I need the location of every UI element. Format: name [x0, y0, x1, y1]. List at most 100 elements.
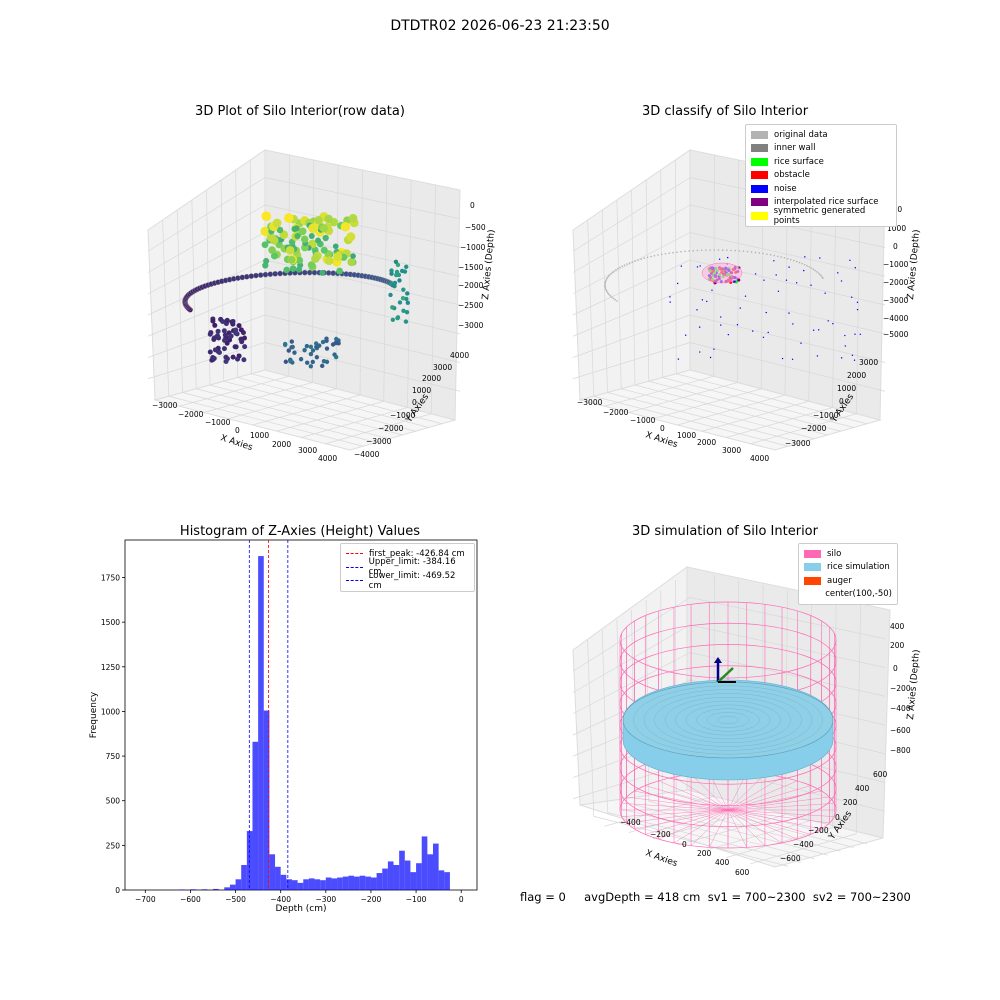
histogram-bar — [354, 876, 360, 890]
point — [301, 269, 308, 276]
point — [795, 282, 798, 284]
histogram-bar — [382, 868, 388, 890]
silo-spoke — [727, 809, 783, 844]
legend-swatch — [804, 549, 821, 558]
point — [218, 316, 224, 322]
legend-swatch — [804, 563, 821, 572]
point — [333, 252, 343, 262]
point — [844, 334, 846, 337]
silo-spoke — [727, 776, 783, 811]
silo-spoke — [727, 785, 811, 811]
point — [609, 273, 611, 276]
point — [798, 261, 801, 264]
point — [216, 349, 222, 355]
point — [403, 319, 409, 324]
point — [320, 363, 325, 369]
y-tick: 1000 — [412, 386, 431, 395]
point — [856, 308, 859, 311]
x-tick: 0 — [235, 426, 240, 435]
point — [307, 261, 316, 269]
z-tick: −2500 — [458, 301, 484, 310]
histogram-bar — [393, 865, 400, 890]
point — [283, 266, 290, 274]
point — [313, 341, 319, 346]
rice-mesh — [675, 700, 781, 740]
y-tick: 4000 — [450, 351, 469, 360]
point — [786, 257, 789, 260]
point — [289, 339, 294, 344]
point — [840, 280, 843, 282]
point — [272, 218, 282, 228]
point — [816, 355, 819, 357]
point — [215, 333, 221, 339]
rice-mesh — [706, 712, 750, 728]
point — [788, 266, 790, 268]
point — [816, 270, 818, 273]
silo-spoke — [727, 780, 798, 811]
histogram-bar — [387, 861, 394, 890]
point — [696, 266, 699, 268]
y-tick: −3000 — [366, 437, 392, 446]
legend-item: silo — [804, 547, 892, 561]
point — [851, 354, 854, 356]
point — [854, 333, 856, 335]
point — [298, 356, 304, 362]
y-tick: 1000 — [837, 384, 856, 393]
point — [623, 264, 626, 266]
point — [253, 272, 259, 279]
point — [688, 250, 690, 252]
histogram-bar — [320, 880, 326, 890]
figure-title: DTDTR02 2026-06-23 21:23:50 — [390, 18, 610, 34]
histogram-bar — [410, 872, 417, 890]
point — [832, 322, 834, 325]
y-tick: −600 — [780, 854, 801, 863]
y-ticks: 0 250 500 750 1000 1250 1500 1750 — [101, 574, 125, 895]
point — [215, 328, 221, 334]
point — [726, 249, 728, 252]
point — [282, 342, 288, 348]
point — [294, 232, 301, 240]
point — [803, 269, 805, 272]
z-tick: 0 — [893, 242, 898, 251]
z-tick: 200 — [890, 641, 905, 650]
z-tick: −400 — [890, 704, 911, 713]
x-tick: 600 — [735, 868, 750, 877]
rice-simulation-surface — [622, 679, 834, 781]
legend-label: rice surface — [774, 156, 824, 167]
y-tick: 3000 — [433, 363, 452, 372]
y-tick: 2000 — [422, 374, 441, 383]
point — [804, 256, 806, 258]
point — [640, 258, 642, 260]
point — [719, 316, 722, 318]
legend-swatch — [751, 157, 768, 166]
point — [243, 273, 250, 280]
point — [257, 272, 264, 278]
y-tick-label: 0 — [115, 886, 120, 895]
legend-swatch — [751, 198, 768, 207]
point — [346, 232, 356, 242]
y-tick: 200 — [843, 798, 858, 807]
point — [812, 329, 815, 331]
point — [287, 255, 296, 264]
point — [711, 289, 713, 291]
x-tick: 3000 — [722, 446, 741, 455]
point — [684, 334, 687, 336]
legend-label: Lower_limit: -469.52 cm — [368, 570, 456, 591]
point — [395, 315, 400, 321]
point — [704, 249, 707, 251]
point — [669, 296, 671, 298]
legend-label: first_peak: -426.84 cm — [369, 548, 465, 559]
point — [268, 246, 276, 254]
point — [276, 226, 284, 234]
point — [286, 348, 291, 353]
point — [609, 295, 612, 297]
point — [657, 254, 659, 256]
silo-spoke — [658, 809, 729, 840]
histogram-bar — [416, 863, 422, 890]
legend-item: rice surface — [751, 155, 891, 169]
panel2-points — [604, 249, 862, 361]
histogram-bar — [331, 878, 338, 890]
histogram-bar — [235, 879, 242, 890]
silo-spoke — [673, 809, 729, 844]
x-tick: −3000 — [152, 401, 178, 410]
